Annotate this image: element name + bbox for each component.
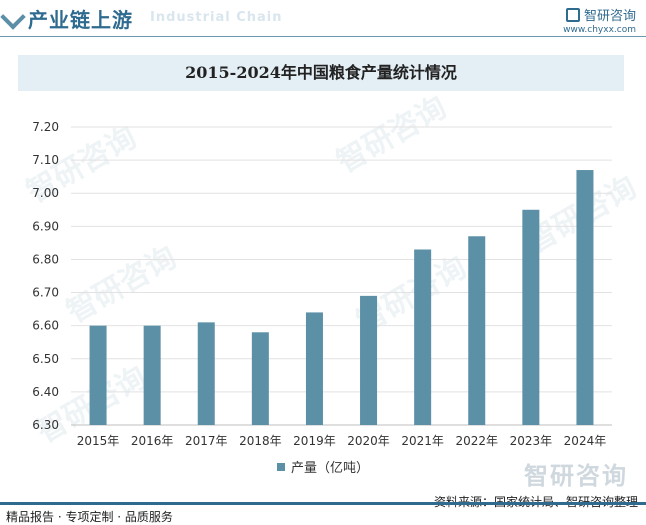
y-tick-label: 7.00 — [32, 186, 59, 200]
y-tick-label: 6.30 — [32, 418, 59, 432]
y-tick-label: 6.50 — [32, 352, 59, 366]
y-tick-label: 6.70 — [32, 286, 59, 300]
bar — [360, 295, 378, 425]
bar — [305, 312, 323, 425]
x-tick-label: 2016年 — [131, 434, 174, 448]
y-tick-label: 6.60 — [32, 319, 59, 333]
x-tick-label: 2019年 — [293, 434, 336, 448]
legend: 产量（亿吨） — [0, 457, 646, 476]
x-tick-label: 2024年 — [564, 434, 607, 448]
x-tick-label: 2018年 — [239, 434, 282, 448]
header-band: 产业链上游 Industrial Chain 智研咨询 www.chyxx.co… — [0, 0, 646, 36]
bar — [576, 170, 594, 425]
corner-watermark: 智研咨询 — [524, 462, 628, 490]
bar — [522, 209, 540, 425]
brand-url: www.chyxx.com — [563, 25, 636, 35]
chart-title: 2015-2024年中国粮食产量统计情况 — [185, 63, 457, 82]
x-tick-label: 2021年 — [401, 434, 444, 448]
y-tick-label: 6.80 — [32, 252, 59, 266]
bar — [251, 332, 269, 425]
brand-logo-icon — [565, 7, 580, 22]
y-tick-label: 7.10 — [32, 153, 59, 167]
bar — [414, 249, 432, 425]
bar — [89, 325, 107, 425]
bar — [143, 325, 161, 425]
bar — [197, 322, 215, 425]
footer-slogan: 精品报告 · 专项定制 · 品质服务 — [6, 510, 173, 524]
legend-swatch — [276, 462, 285, 471]
brand: 智研咨询 www.chyxx.com — [563, 4, 636, 35]
brand-name: 智研咨询 — [583, 9, 636, 24]
x-tick-label: 2023年 — [510, 434, 553, 448]
footer-divider — [0, 502, 646, 505]
y-tick-label: 7.20 — [32, 120, 59, 134]
chart-title-band: 2015-2024年中国粮食产量统计情况 — [18, 55, 624, 91]
section-title: 产业链上游 — [28, 8, 133, 32]
header-divider — [0, 36, 646, 37]
x-tick-label: 2015年 — [77, 434, 120, 448]
bar-chart: 6.30 6.40 6.50 6.60 6.70 6.80 6.90 7.00 7.10 7.20… — [32, 120, 612, 448]
x-tick-label: 2020年 — [347, 434, 390, 448]
x-tick-label: 2022年 — [455, 434, 498, 448]
y-tick-label: 6.90 — [32, 219, 59, 233]
bar — [468, 236, 486, 425]
y-tick-label: 6.40 — [32, 385, 59, 399]
legend-label: 产量（亿吨） — [290, 461, 369, 476]
section-subtitle: Industrial Chain — [150, 10, 283, 25]
x-tick-label: 2017年 — [185, 434, 228, 448]
